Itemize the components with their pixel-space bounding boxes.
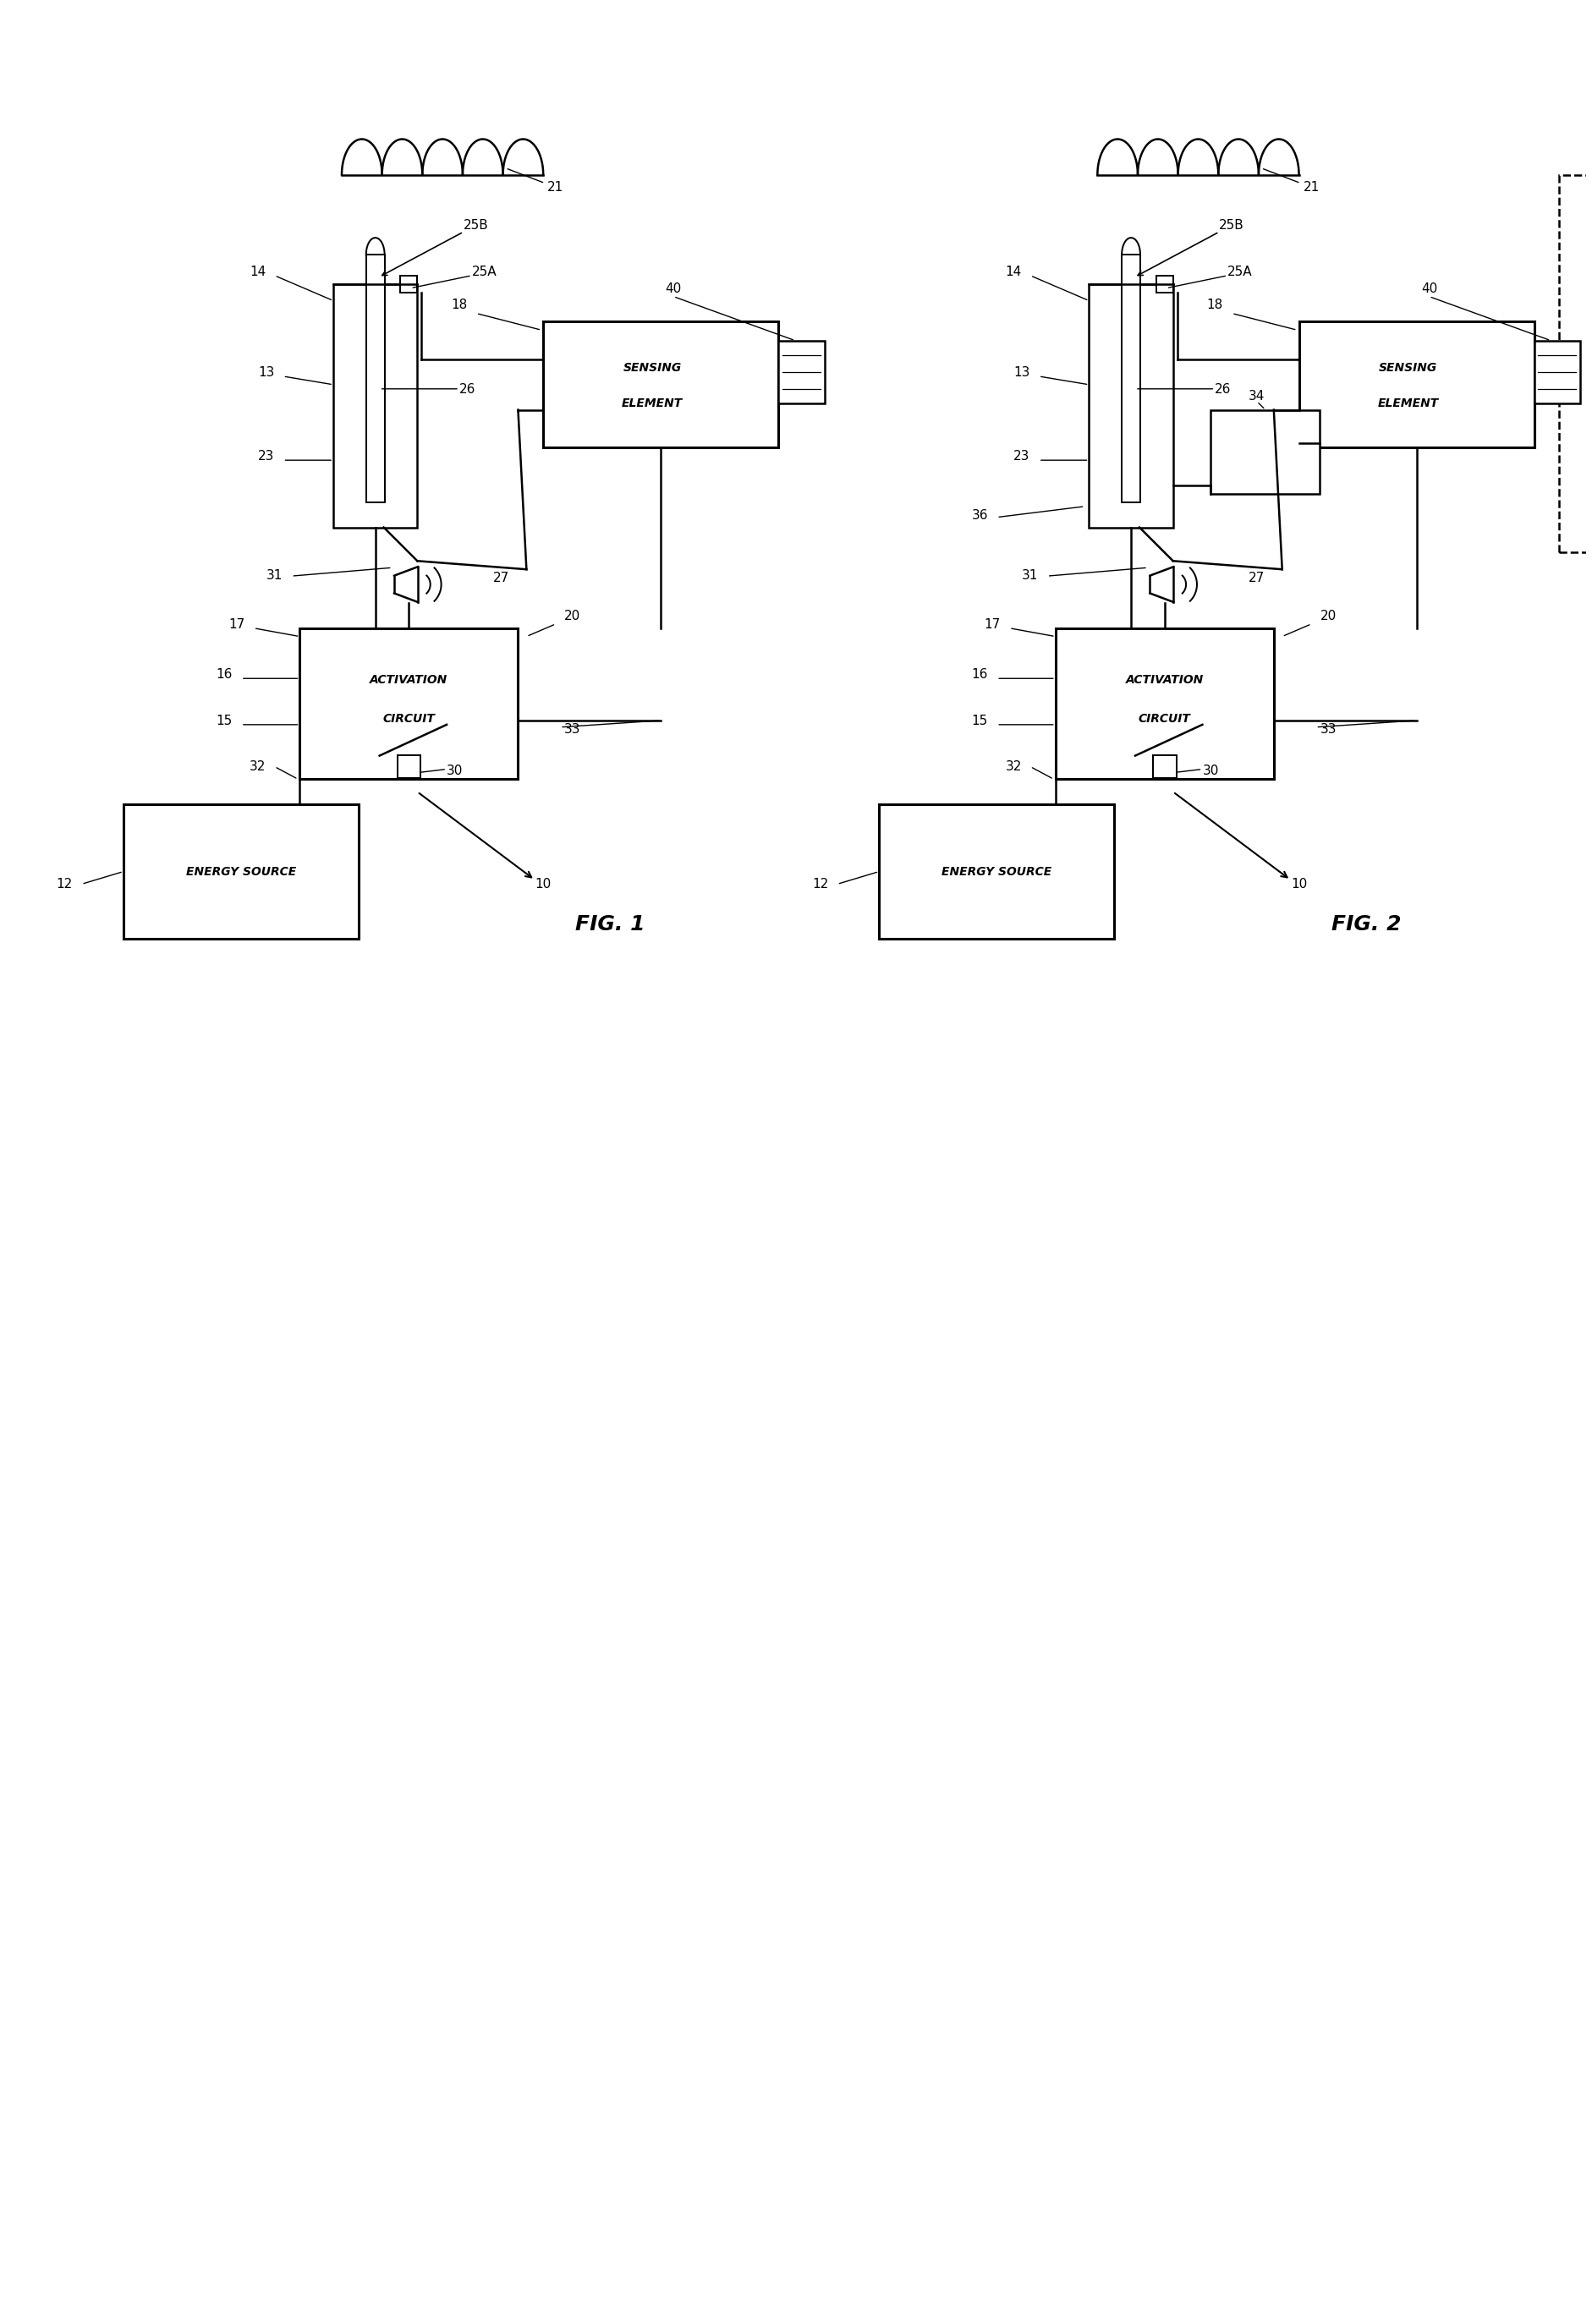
Text: 14: 14 xyxy=(250,265,266,279)
Text: 25A: 25A xyxy=(471,265,497,279)
Text: FIG. 1: FIG. 1 xyxy=(576,913,645,934)
Text: 18: 18 xyxy=(1207,300,1223,311)
Text: SENSING: SENSING xyxy=(1379,363,1438,374)
Text: SENSING: SENSING xyxy=(622,363,681,374)
Text: 25B: 25B xyxy=(1219,218,1245,232)
FancyBboxPatch shape xyxy=(396,755,420,779)
Text: ELEMENT: ELEMENT xyxy=(1377,397,1439,409)
FancyBboxPatch shape xyxy=(879,804,1114,939)
Text: 16: 16 xyxy=(217,669,232,681)
Text: 21: 21 xyxy=(1304,181,1320,193)
Text: 23: 23 xyxy=(1014,451,1030,462)
FancyBboxPatch shape xyxy=(1212,409,1320,493)
FancyBboxPatch shape xyxy=(543,321,778,449)
Text: 26: 26 xyxy=(460,383,476,395)
FancyBboxPatch shape xyxy=(299,627,517,779)
Text: 33: 33 xyxy=(565,723,581,737)
Text: ENERGY SOURCE: ENERGY SOURCE xyxy=(186,865,296,878)
Text: 34: 34 xyxy=(1248,390,1266,402)
Text: 31: 31 xyxy=(1022,569,1038,581)
FancyBboxPatch shape xyxy=(1156,277,1173,293)
Text: 15: 15 xyxy=(217,713,232,727)
FancyBboxPatch shape xyxy=(124,804,358,939)
Text: 32: 32 xyxy=(250,760,266,774)
FancyBboxPatch shape xyxy=(333,284,417,528)
Text: 20: 20 xyxy=(1320,609,1337,623)
FancyBboxPatch shape xyxy=(1153,755,1176,779)
FancyBboxPatch shape xyxy=(1122,256,1140,502)
Text: 40: 40 xyxy=(665,281,681,295)
Text: 25A: 25A xyxy=(1227,265,1253,279)
Text: 13: 13 xyxy=(258,367,274,379)
Text: 27: 27 xyxy=(1248,572,1266,583)
FancyBboxPatch shape xyxy=(1055,627,1274,779)
Text: 23: 23 xyxy=(258,451,274,462)
Text: ELEMENT: ELEMENT xyxy=(622,397,683,409)
Text: 12: 12 xyxy=(812,878,828,890)
Text: 25B: 25B xyxy=(463,218,489,232)
Text: 14: 14 xyxy=(1005,265,1022,279)
Text: ACTIVATION: ACTIVATION xyxy=(1126,674,1204,686)
Text: 17: 17 xyxy=(229,618,245,630)
Text: 32: 32 xyxy=(1005,760,1022,774)
Text: 10: 10 xyxy=(535,878,551,890)
Text: 12: 12 xyxy=(56,878,73,890)
Text: 15: 15 xyxy=(971,713,989,727)
Text: 30: 30 xyxy=(447,765,463,779)
Text: 40: 40 xyxy=(1422,281,1438,295)
Text: ACTIVATION: ACTIVATION xyxy=(369,674,447,686)
Text: 18: 18 xyxy=(451,300,468,311)
Text: 30: 30 xyxy=(1202,765,1219,779)
Text: 26: 26 xyxy=(1215,383,1231,395)
Text: 33: 33 xyxy=(1320,723,1337,737)
Text: FIG. 2: FIG. 2 xyxy=(1331,913,1401,934)
FancyBboxPatch shape xyxy=(1535,342,1581,404)
FancyBboxPatch shape xyxy=(778,342,825,404)
Text: 21: 21 xyxy=(548,181,564,193)
Text: 10: 10 xyxy=(1291,878,1307,890)
Text: 16: 16 xyxy=(971,669,989,681)
Text: CIRCUIT: CIRCUIT xyxy=(1138,713,1191,725)
Text: 31: 31 xyxy=(266,569,283,581)
FancyBboxPatch shape xyxy=(1089,284,1173,528)
Text: 13: 13 xyxy=(1014,367,1030,379)
Text: 20: 20 xyxy=(565,609,581,623)
Text: 27: 27 xyxy=(494,572,509,583)
Text: 17: 17 xyxy=(984,618,1001,630)
Text: 36: 36 xyxy=(971,509,989,521)
FancyBboxPatch shape xyxy=(401,277,417,293)
Text: CIRCUIT: CIRCUIT xyxy=(382,713,435,725)
Text: ENERGY SOURCE: ENERGY SOURCE xyxy=(941,865,1052,878)
FancyBboxPatch shape xyxy=(1299,321,1535,449)
FancyBboxPatch shape xyxy=(366,256,385,502)
